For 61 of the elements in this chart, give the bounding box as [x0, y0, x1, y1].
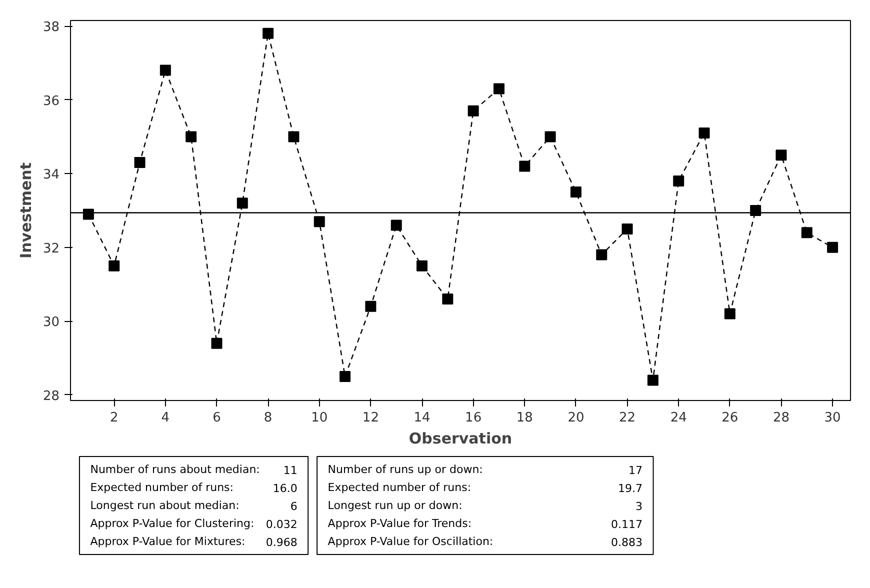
point [724, 308, 736, 320]
point [365, 300, 376, 312]
x-tick-label: 22 [619, 410, 636, 426]
point [801, 227, 812, 238]
x-tick-label: 16 [465, 410, 482, 426]
point [236, 198, 248, 209]
point [827, 242, 838, 253]
point [211, 338, 222, 349]
point [647, 374, 658, 386]
text: Number of runs about median: 11 [90, 463, 298, 477]
point [596, 249, 608, 260]
text: Expected number of runs: 19.7 [328, 481, 643, 495]
point [570, 186, 582, 198]
text: Approx P-Value for Trends: 0.117 [328, 517, 643, 531]
point [776, 150, 787, 161]
y-tick-label: 36 [42, 94, 60, 109]
x-tick-label: 10 [311, 410, 328, 426]
x-tick-label: 24 [670, 410, 687, 426]
y-tick-label: 30 [42, 315, 60, 330]
point [186, 131, 197, 142]
x-tick-label: 4 [161, 410, 170, 426]
text: Longest run up or down: 3 [328, 499, 642, 513]
text: Approx P-Value for Oscillation: 0.883 [328, 535, 643, 549]
point [544, 131, 556, 142]
y-tick-label: 28 [42, 388, 60, 404]
x-tick-label: 6 [212, 410, 221, 426]
point [340, 371, 351, 382]
text: Number of runs up or down: 17 [328, 463, 643, 477]
x-tick-label: 26 [722, 410, 738, 426]
point [160, 64, 171, 76]
text: Longest run about median: 6 [90, 499, 298, 513]
text: Expected number of runs: 16.0 [90, 481, 298, 495]
text: Approx P-Value for Mixtures: 0.968 [90, 535, 298, 549]
x-tick-label: 8 [264, 410, 272, 426]
point [442, 294, 454, 305]
x-tick-label: 12 [362, 410, 379, 426]
x-tick-label: 18 [516, 410, 533, 426]
x-tick-label: 28 [772, 410, 790, 426]
point [390, 220, 402, 231]
point [468, 105, 479, 116]
point [262, 28, 274, 39]
x-axis-title: Observation [408, 430, 512, 448]
y-axis-title: Investment [16, 162, 35, 258]
point [416, 260, 428, 272]
point [673, 175, 684, 186]
x-tick-label: 14 [414, 410, 430, 426]
point [493, 83, 504, 94]
point [622, 223, 633, 234]
point [698, 128, 710, 139]
x-tick-label: 20 [568, 410, 584, 426]
point [134, 157, 146, 168]
x-tick-label: 2 [110, 410, 118, 426]
y-tick-label: 32 [42, 241, 60, 256]
point [108, 260, 120, 272]
point [288, 131, 300, 142]
point [519, 160, 530, 172]
y-tick-label: 38 [42, 20, 60, 36]
text: Approx P-Value for Clustering: 0.032 [90, 517, 298, 531]
point [314, 216, 325, 228]
x-tick-label: 30 [824, 410, 841, 426]
y-tick-label: 34 [42, 168, 60, 183]
